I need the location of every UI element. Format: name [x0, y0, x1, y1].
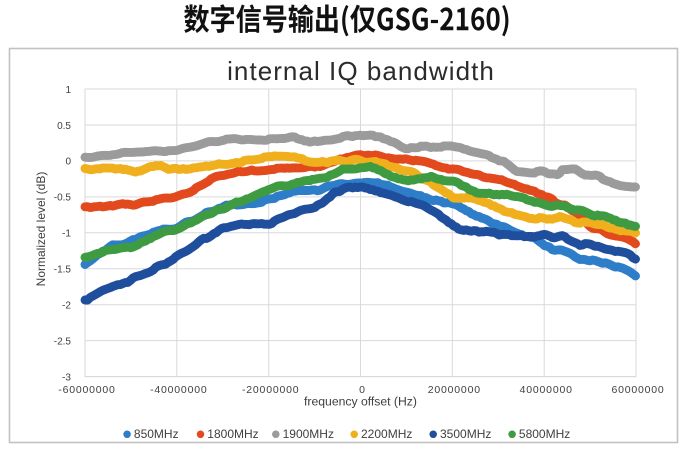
svg-text:-2: -2: [62, 301, 71, 312]
svg-text:internal IQ bandwidth: internal IQ bandwidth: [227, 56, 495, 86]
svg-text:0.5: 0.5: [57, 121, 71, 132]
svg-text:-0.5: -0.5: [54, 193, 72, 204]
svg-text:-3: -3: [62, 372, 71, 383]
svg-text:5800MHz: 5800MHz: [519, 427, 570, 441]
svg-text:2200MHz: 2200MHz: [361, 427, 412, 441]
svg-text:-1: -1: [62, 229, 71, 240]
svg-text:-1.5: -1.5: [54, 265, 72, 276]
svg-text:-20000000: -20000000: [242, 384, 299, 396]
svg-text:-40000000: -40000000: [150, 384, 207, 396]
svg-text:1: 1: [65, 85, 71, 96]
svg-text:850MHz: 850MHz: [134, 427, 179, 441]
svg-text:-2.5: -2.5: [54, 336, 72, 347]
svg-text:40000000: 40000000: [520, 384, 573, 396]
svg-text:1800MHz: 1800MHz: [207, 427, 258, 441]
svg-text:1900MHz: 1900MHz: [283, 427, 334, 441]
svg-text:60000000: 60000000: [611, 384, 664, 396]
svg-text:Normalized level (dB): Normalized level (dB): [34, 172, 48, 287]
svg-text:3500MHz: 3500MHz: [440, 427, 491, 441]
svg-text:0: 0: [359, 384, 366, 396]
svg-text:0: 0: [65, 157, 71, 168]
svg-text:frequency offset (Hz): frequency offset (Hz): [304, 394, 417, 408]
svg-text:-60000000: -60000000: [58, 384, 115, 396]
svg-text:20000000: 20000000: [428, 384, 481, 396]
